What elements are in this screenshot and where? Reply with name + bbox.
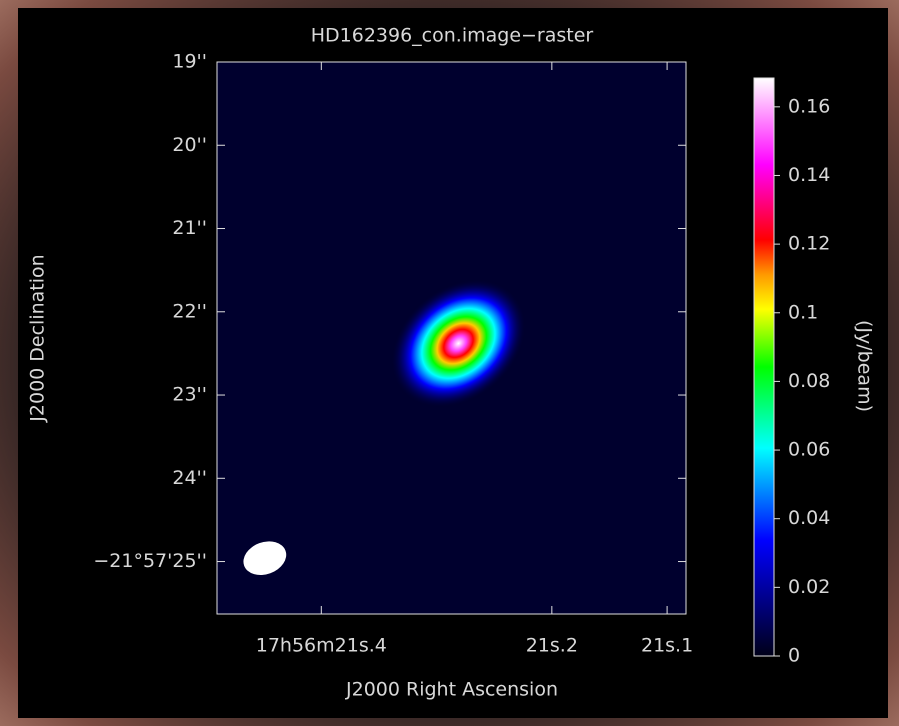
y-axis-label: J2000 Declination xyxy=(27,254,49,422)
colorbar-tick-label: 0.02 xyxy=(788,576,830,598)
y-tick-label: −21°57'25'' xyxy=(93,550,207,572)
x-axis-label: J2000 Right Ascension xyxy=(345,679,558,701)
x-tick-label: 21s.1 xyxy=(641,635,693,657)
colorbar xyxy=(754,78,774,656)
colorbar-tick-label: 0.1 xyxy=(788,301,818,323)
colorbar-tick-label: 0.16 xyxy=(788,95,830,117)
y-tick-label: 19'' xyxy=(172,51,207,73)
chart-title: HD162396_con.image−raster xyxy=(311,25,594,47)
colorbar-tick-label: 0.12 xyxy=(788,233,830,255)
colorbar-tick-label: 0.08 xyxy=(788,370,830,392)
x-tick-label: 21s.2 xyxy=(526,635,578,657)
y-tick-label: 21'' xyxy=(172,217,207,239)
y-tick-label: 20'' xyxy=(172,134,207,156)
y-tick-label: 24'' xyxy=(172,467,207,489)
colorbar-tick-label: 0.06 xyxy=(788,439,830,461)
viewer: HD162396_con.image−raster J2000 Right As… xyxy=(0,0,899,726)
colorbar-tick-label: 0.14 xyxy=(788,164,830,186)
colorbar-tick-label: 0.04 xyxy=(788,507,830,529)
y-tick-label: 22'' xyxy=(172,300,207,322)
colorbar-tick-label: 0 xyxy=(788,645,800,667)
y-tick-label: 23'' xyxy=(172,384,207,406)
colorbar-label: (Jy/beam) xyxy=(854,320,876,412)
x-tick-label: 17h56m21s.4 xyxy=(256,635,387,657)
